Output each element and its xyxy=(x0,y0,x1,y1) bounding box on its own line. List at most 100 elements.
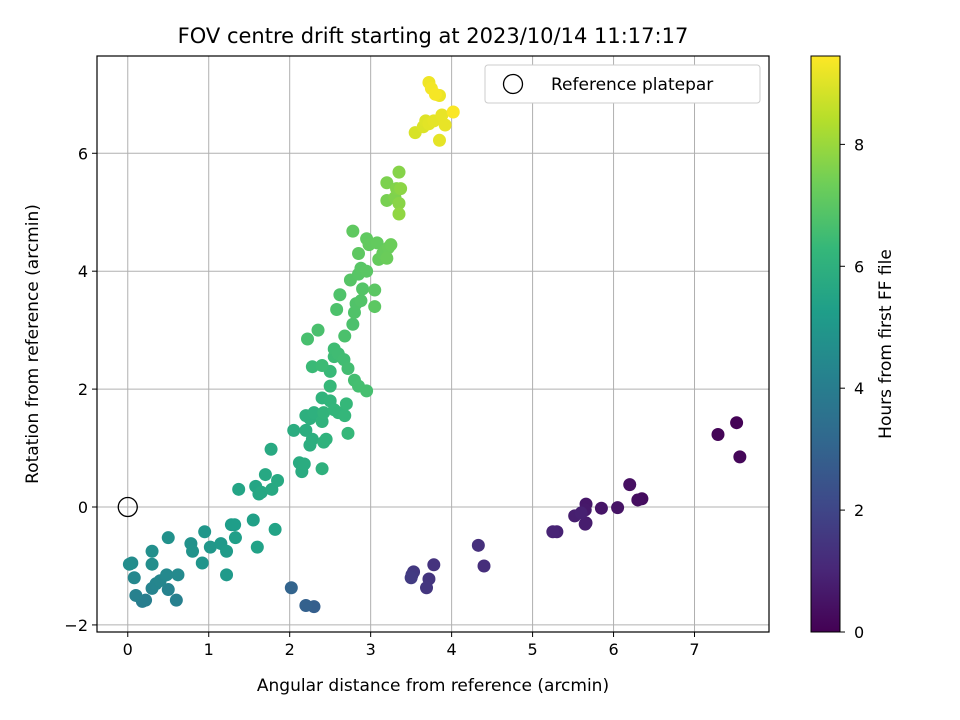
data-point xyxy=(354,294,368,308)
data-point xyxy=(323,379,337,393)
data-point xyxy=(368,300,382,314)
data-point xyxy=(305,432,319,446)
data-point xyxy=(301,332,315,346)
colorbar-ticks: 0 2 4 6 8 xyxy=(840,135,864,642)
data-point xyxy=(171,568,185,582)
data-point xyxy=(268,522,282,536)
data-point xyxy=(733,450,747,464)
data-point xyxy=(352,247,366,261)
colorbar: 0 2 4 6 8 Hours from first FF file xyxy=(810,55,896,642)
x-tick-label: 4 xyxy=(447,640,457,659)
x-tick-label: 2 xyxy=(285,640,295,659)
data-point xyxy=(258,468,272,482)
data-point xyxy=(438,118,452,132)
legend-marker-open-circle xyxy=(502,73,524,95)
data-point xyxy=(333,288,347,302)
grid xyxy=(97,56,769,632)
data-point xyxy=(711,427,725,441)
data-point xyxy=(307,406,321,420)
data-point xyxy=(271,473,285,487)
data-point xyxy=(546,525,560,539)
data-point xyxy=(169,593,183,607)
x-tick-label: 3 xyxy=(366,640,376,659)
x-axis-label: Angular distance from reference (arcmin) xyxy=(257,676,609,696)
data-point xyxy=(594,501,608,515)
data-point xyxy=(420,581,434,595)
data-point xyxy=(360,384,374,398)
data-point xyxy=(203,540,217,554)
x-tick-label: 7 xyxy=(689,640,699,659)
data-point xyxy=(477,559,491,573)
x-tick-label: 6 xyxy=(608,640,618,659)
data-point xyxy=(346,317,360,331)
legend-box xyxy=(484,64,761,104)
colorbar-tick-label: 2 xyxy=(854,501,864,520)
data-point xyxy=(160,568,174,582)
data-point xyxy=(574,506,588,520)
colorbar-tick-label: 6 xyxy=(854,257,864,276)
data-point xyxy=(297,457,311,471)
data-point xyxy=(305,360,319,374)
data-point xyxy=(195,556,209,570)
data-point xyxy=(404,571,418,585)
y-tick-label: 6 xyxy=(78,144,88,163)
data-point xyxy=(228,531,242,545)
x-tick-label: 1 xyxy=(204,640,214,659)
data-point xyxy=(145,544,159,558)
reference-platepar-marker xyxy=(117,496,138,518)
data-point xyxy=(198,525,212,539)
data-point xyxy=(287,423,301,437)
data-point xyxy=(392,207,406,221)
data-point xyxy=(315,462,329,476)
data-point xyxy=(623,478,637,492)
colorbar-tick-label: 0 xyxy=(854,623,864,642)
plot-frame xyxy=(96,55,770,633)
data-point xyxy=(145,557,159,571)
data-point xyxy=(315,359,329,373)
data-point xyxy=(384,238,398,252)
data-point xyxy=(311,323,325,337)
data-point xyxy=(428,87,442,101)
data-point xyxy=(346,224,360,238)
data-point xyxy=(254,485,268,499)
data-point xyxy=(284,581,298,595)
data-point xyxy=(186,544,200,558)
data-point xyxy=(228,518,242,532)
x-tick-label: 0 xyxy=(123,640,133,659)
data-point xyxy=(161,531,175,545)
data-point xyxy=(317,406,331,420)
legend-entry-label: Reference platepar xyxy=(551,75,713,95)
data-point xyxy=(319,432,333,446)
data-point xyxy=(232,482,246,496)
data-point xyxy=(127,571,141,585)
data-point xyxy=(435,108,449,122)
data-point xyxy=(446,105,460,119)
y-tick-label: −2 xyxy=(64,616,88,635)
data-point xyxy=(427,558,441,572)
y-tick-label: 4 xyxy=(78,262,88,281)
data-point xyxy=(611,501,625,515)
colorbar-gradient xyxy=(810,55,841,633)
y-axis-label: Rotation from reference (arcmin) xyxy=(23,204,43,484)
data-point xyxy=(338,329,352,343)
data-point xyxy=(139,593,153,607)
data-point xyxy=(380,251,394,265)
data-point xyxy=(122,557,136,571)
data-point xyxy=(432,133,446,147)
y-tick-label: 2 xyxy=(78,380,88,399)
axis-ticks: 0 1 2 3 4 5 6 7 −2 0 2 4 6 xyxy=(64,144,699,659)
data-point xyxy=(264,442,278,456)
data-point xyxy=(578,517,592,531)
data-point xyxy=(471,538,485,552)
colorbar-tick-label: 4 xyxy=(854,379,864,398)
data-point xyxy=(299,598,313,612)
data-point xyxy=(250,540,264,554)
data-point xyxy=(220,544,234,558)
data-point xyxy=(220,568,234,582)
data-point xyxy=(370,236,384,250)
colorbar-label: Hours from first FF file xyxy=(876,249,896,439)
legend: Reference platepar xyxy=(484,64,761,104)
data-point xyxy=(730,416,744,430)
